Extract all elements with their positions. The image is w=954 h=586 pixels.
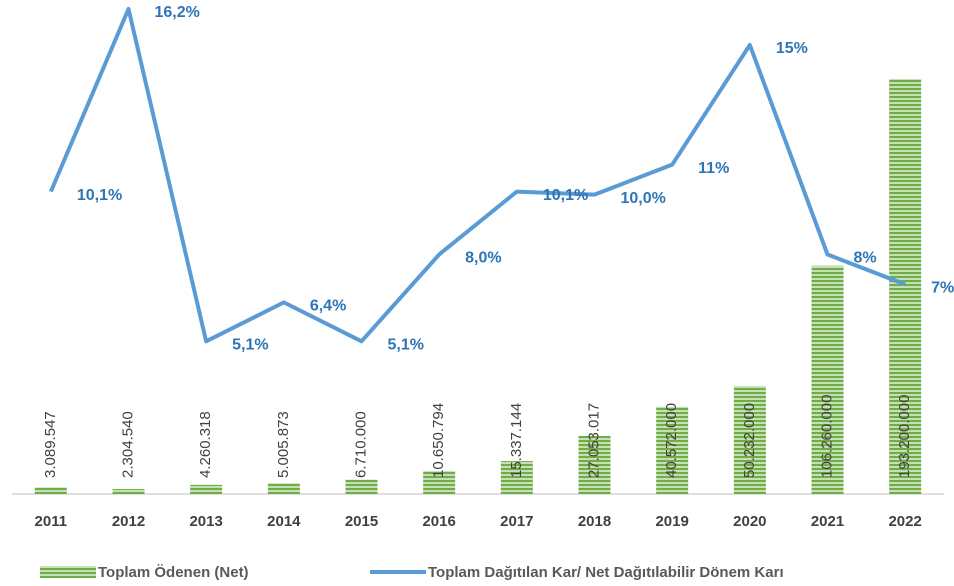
- bar-value-label: 10.650.794: [430, 403, 447, 478]
- x-tick-label: 2015: [345, 513, 378, 530]
- bar: [112, 489, 145, 494]
- bar-value-label: 27.053.017: [585, 403, 602, 478]
- bar: [500, 461, 533, 494]
- bar: [578, 435, 611, 494]
- line-value-label: 8%: [854, 250, 877, 267]
- line-value-label: 6,4%: [310, 298, 346, 315]
- bar: [34, 487, 67, 494]
- line-value-label: 5,1%: [388, 337, 424, 354]
- x-tick-label: 2022: [888, 513, 921, 530]
- line-value-label: 8,0%: [465, 250, 501, 267]
- bar: [267, 483, 300, 494]
- line-value-label: 7%: [931, 280, 954, 297]
- x-tick-label: 2016: [422, 513, 455, 530]
- x-tick-label: 2019: [655, 513, 688, 530]
- bar-value-label: 193.200.000: [896, 395, 913, 478]
- bar-value-label: 2.304.540: [119, 411, 136, 478]
- legend-swatch: [40, 566, 96, 578]
- bar: [423, 471, 456, 494]
- bar-value-label: 4.260.318: [197, 411, 214, 478]
- bar-value-label: 15.337.144: [508, 403, 525, 478]
- bar-value-label: 3.089.547: [42, 411, 59, 478]
- line-value-label: 16,2%: [155, 4, 200, 21]
- line-value-label: 10,1%: [543, 187, 588, 204]
- bar-value-label: 40.572.000: [663, 403, 680, 478]
- x-tick-label: 2013: [189, 513, 222, 530]
- line-value-label: 15%: [776, 40, 808, 57]
- bar-value-label: 5.005.873: [275, 411, 292, 478]
- x-tick-label: 2017: [500, 513, 533, 530]
- bar: [345, 479, 378, 494]
- bar-value-label: 50.232.000: [741, 403, 758, 478]
- bar-value-label: 6.710.000: [352, 411, 369, 478]
- bar-value-label: 106.260.000: [818, 395, 835, 478]
- bar: [190, 484, 223, 494]
- bar: [811, 265, 844, 494]
- x-tick-label: 2021: [811, 513, 844, 530]
- bar: [656, 406, 689, 494]
- legend-label: Toplam Ödenen (Net): [98, 564, 249, 581]
- line-value-label: 10,1%: [77, 187, 122, 204]
- line-value-label: 5,1%: [232, 337, 268, 354]
- x-tick-label: 2014: [267, 513, 301, 530]
- x-tick-label: 2020: [733, 513, 766, 530]
- legend-label: Toplam Dağıtılan Kar/ Net Dağıtılabilir …: [428, 564, 784, 581]
- line: [48, 6, 906, 344]
- x-tick-label: 2011: [35, 513, 68, 530]
- bar: [889, 79, 922, 494]
- line-value-label: 10,0%: [621, 190, 666, 207]
- bar: [733, 386, 766, 494]
- x-tick-label: 2018: [578, 513, 611, 530]
- x-tick-label: 2012: [112, 513, 145, 530]
- line-value-label: 11%: [698, 160, 729, 177]
